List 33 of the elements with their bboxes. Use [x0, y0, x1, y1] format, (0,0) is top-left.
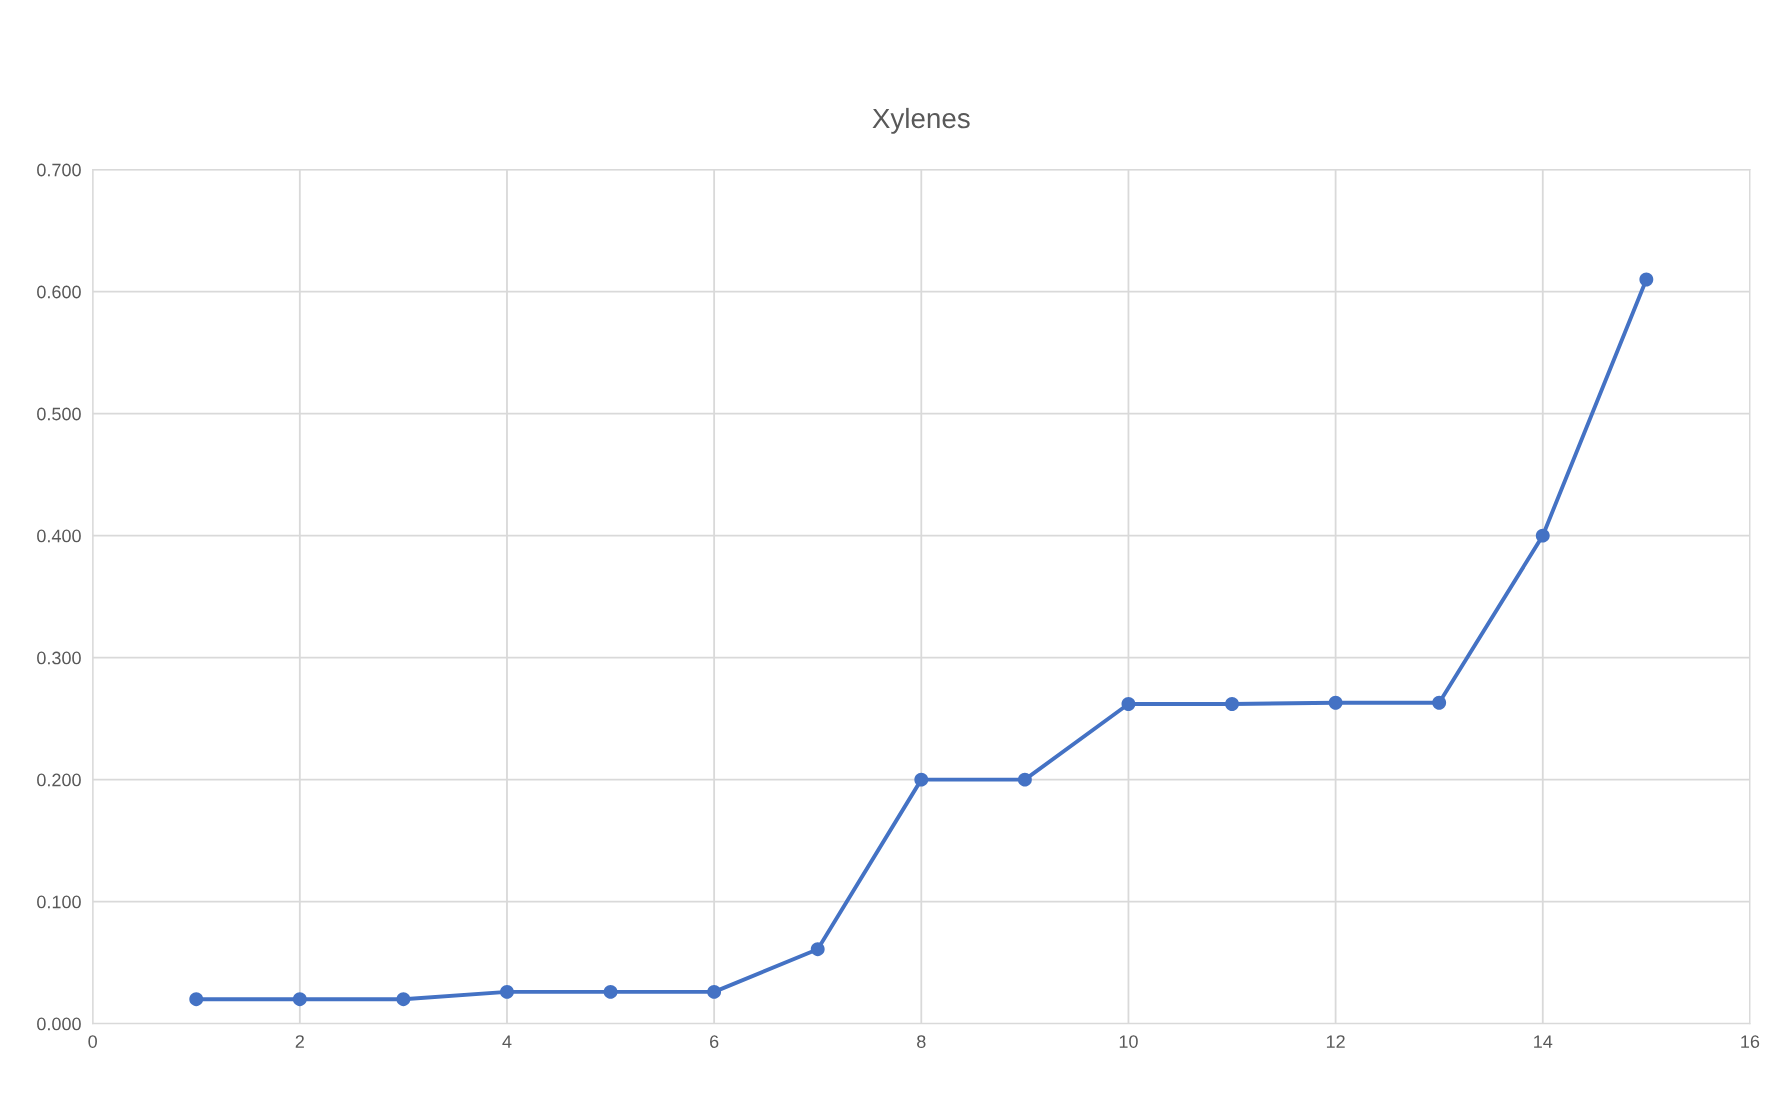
point: [810, 942, 825, 957]
x-tick-label: 6: [710, 1035, 719, 1048]
point: [914, 772, 929, 787]
point: [1328, 695, 1343, 710]
x-tick-label: 14: [1534, 1035, 1553, 1048]
point: [707, 984, 722, 999]
y-tick-label: 0.100: [37, 895, 81, 909]
x-tick-label: 12: [1326, 1035, 1345, 1048]
y-tick-label: 0.500: [37, 407, 81, 421]
x-tick-label: 0: [88, 1035, 97, 1048]
point: [396, 992, 411, 1007]
y-tick-label: 0.000: [37, 1017, 81, 1031]
y-tick-label: 0.600: [37, 285, 81, 299]
x-tick-label: 16: [1741, 1035, 1760, 1048]
point: [189, 992, 204, 1007]
y-tick-label: 0.300: [37, 651, 81, 665]
point: [1535, 528, 1550, 543]
point: [500, 984, 514, 999]
point: [1639, 272, 1654, 287]
y-tick-label: 0.700: [37, 163, 81, 177]
point: [292, 992, 307, 1007]
y-tick-label: 0.200: [37, 773, 81, 787]
chart-title: Xylenes: [872, 107, 970, 134]
point: [1121, 697, 1136, 711]
y-tick-label: 0.400: [37, 529, 81, 543]
x-tick-label: 8: [917, 1035, 926, 1048]
x-tick-label: 2: [295, 1035, 304, 1048]
point: [1225, 697, 1239, 711]
point: [1432, 695, 1447, 710]
x-tick-label: 10: [1119, 1035, 1138, 1048]
x-tick-label: 4: [502, 1035, 512, 1048]
point: [1017, 772, 1032, 787]
point: [603, 984, 618, 999]
